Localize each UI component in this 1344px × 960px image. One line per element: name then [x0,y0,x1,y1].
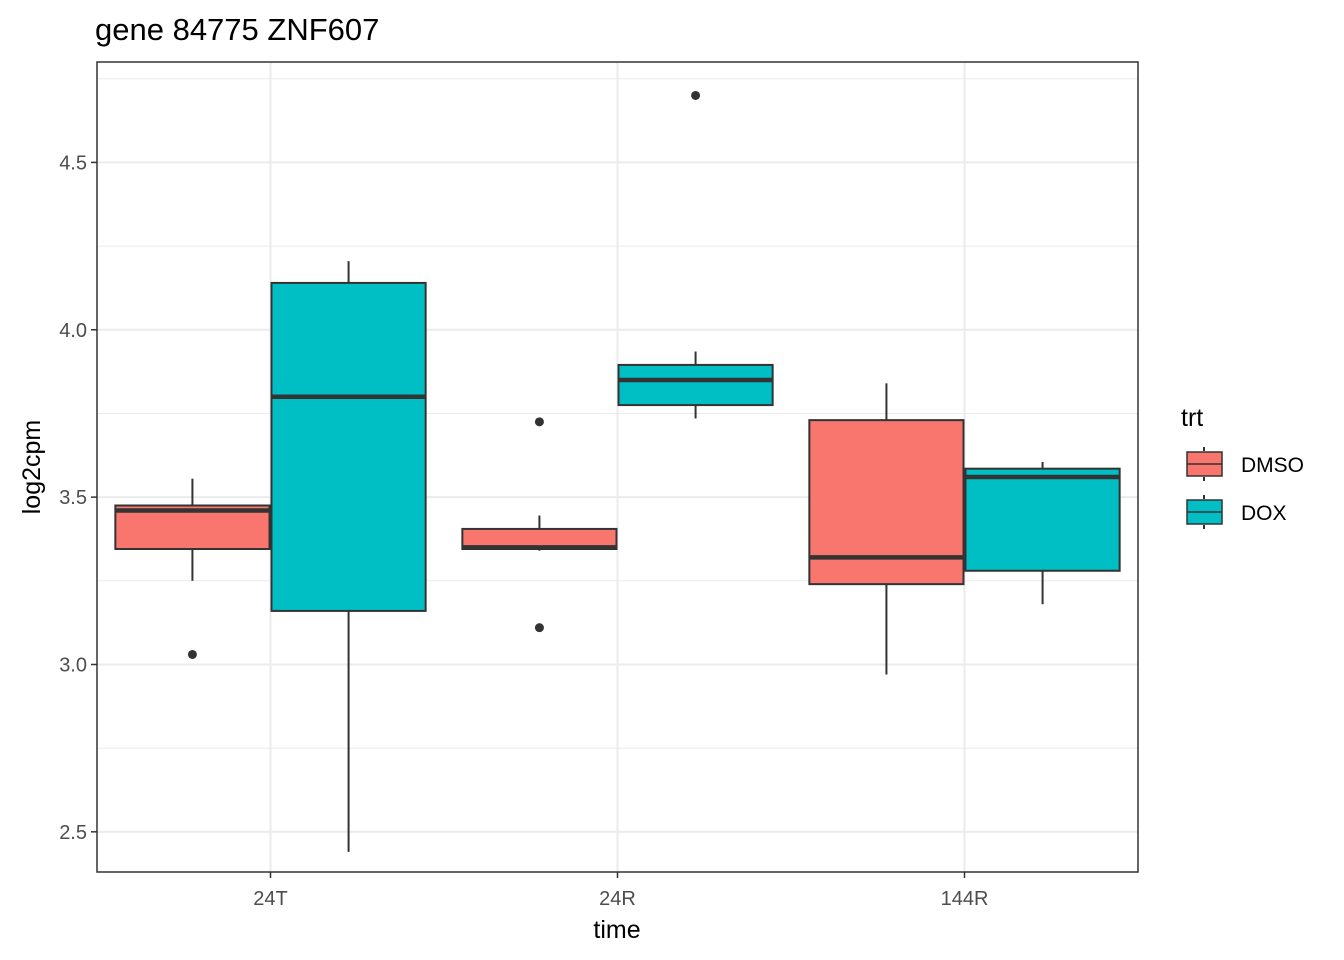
x-tick-label: 24R [599,888,636,910]
outlier-point [691,90,701,100]
x-tick-label: 144R [941,888,989,910]
legend-label: DMSO [1241,454,1304,477]
boxes-layer [114,90,1121,852]
legend-label: DOX [1241,502,1287,525]
box-dmso-24t [114,478,271,659]
y-tick-label: 4.5 [59,152,87,174]
y-tick-label: 3.5 [59,487,87,509]
y-tick-label: 2.5 [59,822,87,844]
axes-layer: 2.5 3.0 3.5 4.0 4.5 24T 24R 144R [59,152,988,910]
box-dox-24t [270,261,427,852]
legend-item-dmso: DMSO [1186,447,1304,481]
box-iqr [964,467,1121,572]
outlier-point [534,623,544,633]
legend: trt DMSO DOX [1181,404,1304,529]
x-axis-title: time [593,916,640,944]
box-iqr [270,281,427,612]
box-dmso-144r [808,383,965,675]
box-dox-144r [964,461,1121,605]
box-iqr [617,363,774,407]
legend-item-dox: DOX [1186,495,1287,529]
box-dmso-24r [461,417,618,633]
y-axis-title: log2cpm [18,420,46,515]
box-dox-24r [617,90,774,419]
x-tick-label: 24T [253,888,287,910]
outlier-point [534,417,544,427]
gridlines [97,62,1138,872]
y-tick-label: 4.0 [59,320,87,342]
legend-title: trt [1181,404,1203,432]
outlier-point [187,649,197,659]
y-tick-label: 3.0 [59,654,87,676]
chart-title: gene 84775 ZNF607 [95,12,379,47]
